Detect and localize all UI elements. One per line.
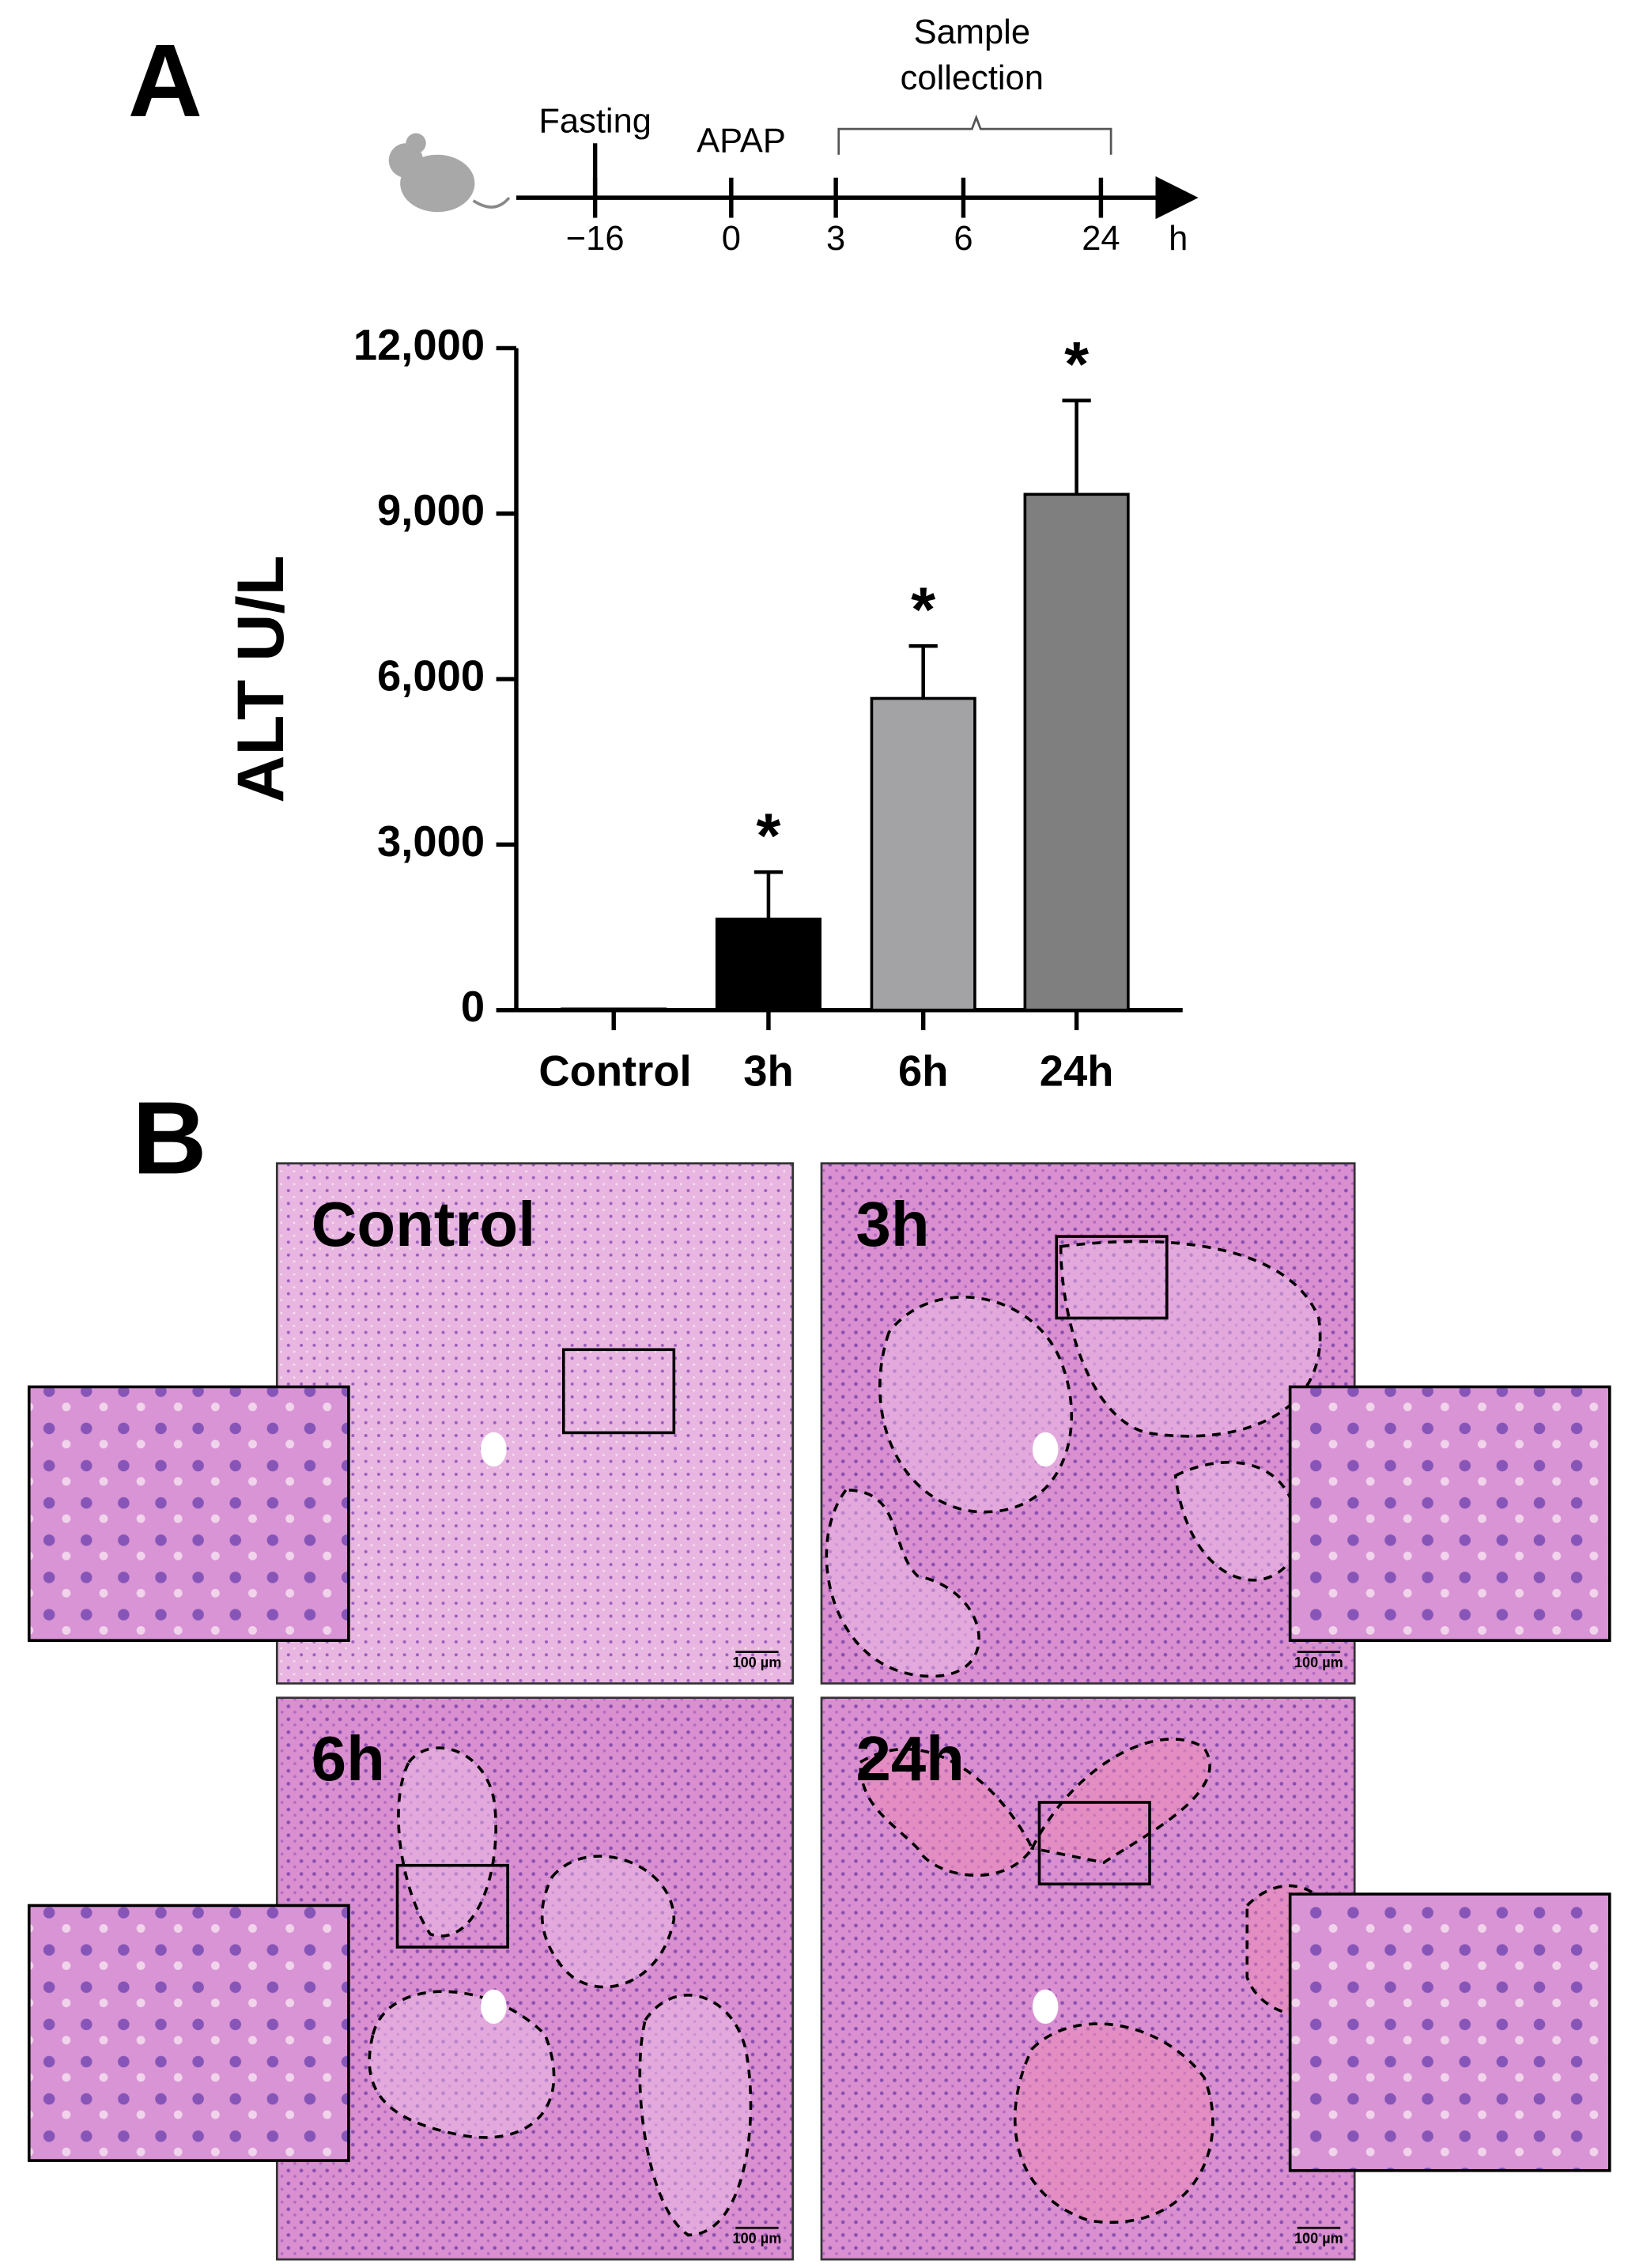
timeline-label: 3 bbox=[826, 220, 845, 258]
micrograph bbox=[820, 1162, 1356, 1685]
y-tick-label: 6,000 bbox=[377, 651, 485, 700]
timeline-label: 6 bbox=[954, 220, 973, 258]
root: A B −16 0 3 6 24 hFastingAPAPSamplecollection… bbox=[27, 13, 1611, 2261]
bar bbox=[870, 696, 976, 1012]
vessel bbox=[1032, 1432, 1059, 1467]
micrograph-label: 24h bbox=[855, 1723, 964, 1794]
zoom-box bbox=[395, 1863, 509, 1949]
vessel bbox=[481, 1989, 507, 2025]
y-tick-label: 9,000 bbox=[377, 486, 485, 534]
significance: * bbox=[756, 800, 780, 870]
zoom-box bbox=[1055, 1235, 1169, 1320]
significance: * bbox=[1064, 329, 1089, 399]
inset bbox=[27, 1904, 350, 2162]
event-label: collection bbox=[901, 59, 1044, 97]
event-label: Fasting bbox=[538, 102, 652, 140]
timeline-label: 24 bbox=[1082, 220, 1120, 258]
x-tick-label: 6h bbox=[898, 1047, 948, 1096]
y-tick-label: 0 bbox=[461, 983, 485, 1031]
zoom-box bbox=[1037, 1801, 1151, 1886]
vessel bbox=[481, 1432, 507, 1467]
scale-label: 100 µm bbox=[1294, 1655, 1343, 1670]
panel-label: A bbox=[128, 23, 202, 138]
timeline-label: 0 bbox=[722, 220, 741, 258]
bar bbox=[715, 917, 822, 1012]
necrosis-outline bbox=[825, 1240, 1322, 1678]
bar bbox=[1023, 492, 1130, 1012]
x-tick-label: 24h bbox=[1040, 1047, 1114, 1096]
timeline-label: −16 bbox=[566, 220, 625, 258]
vessel bbox=[1032, 1989, 1059, 2025]
scale-label: 100 µm bbox=[733, 2231, 782, 2247]
micrograph-label: Control bbox=[312, 1189, 535, 1259]
micrograph-label: 3h bbox=[855, 1189, 929, 1259]
necrosis-outline bbox=[859, 1738, 1349, 2224]
x-tick-label: Control bbox=[538, 1047, 691, 1096]
scale-label: 100 µm bbox=[733, 1655, 782, 1670]
y-axis-label: ALT U/L bbox=[224, 555, 297, 802]
significance: * bbox=[911, 574, 935, 644]
y-tick-label: 12,000 bbox=[353, 321, 485, 369]
mouse-icon bbox=[388, 133, 511, 213]
micrograph-label: 6h bbox=[312, 1723, 385, 1794]
scale-label: 100 µm bbox=[1294, 2231, 1343, 2247]
timeline-unit: h bbox=[1169, 220, 1188, 258]
panel-label: B bbox=[132, 1080, 206, 1195]
inset bbox=[1288, 1893, 1611, 2172]
inset bbox=[1288, 1385, 1611, 1642]
x-tick-label: 3h bbox=[743, 1047, 793, 1096]
bracket bbox=[837, 114, 1112, 155]
y-tick-label: 3,000 bbox=[377, 817, 485, 866]
inset bbox=[27, 1385, 350, 1642]
micrograph bbox=[820, 1696, 1356, 2261]
micrograph bbox=[275, 1162, 795, 1685]
event-label: APAP bbox=[697, 123, 786, 160]
necrosis-outline bbox=[368, 1746, 753, 2237]
micrograph bbox=[275, 1696, 795, 2261]
event-label: Sample bbox=[914, 13, 1030, 51]
zoom-box bbox=[561, 1348, 676, 1435]
